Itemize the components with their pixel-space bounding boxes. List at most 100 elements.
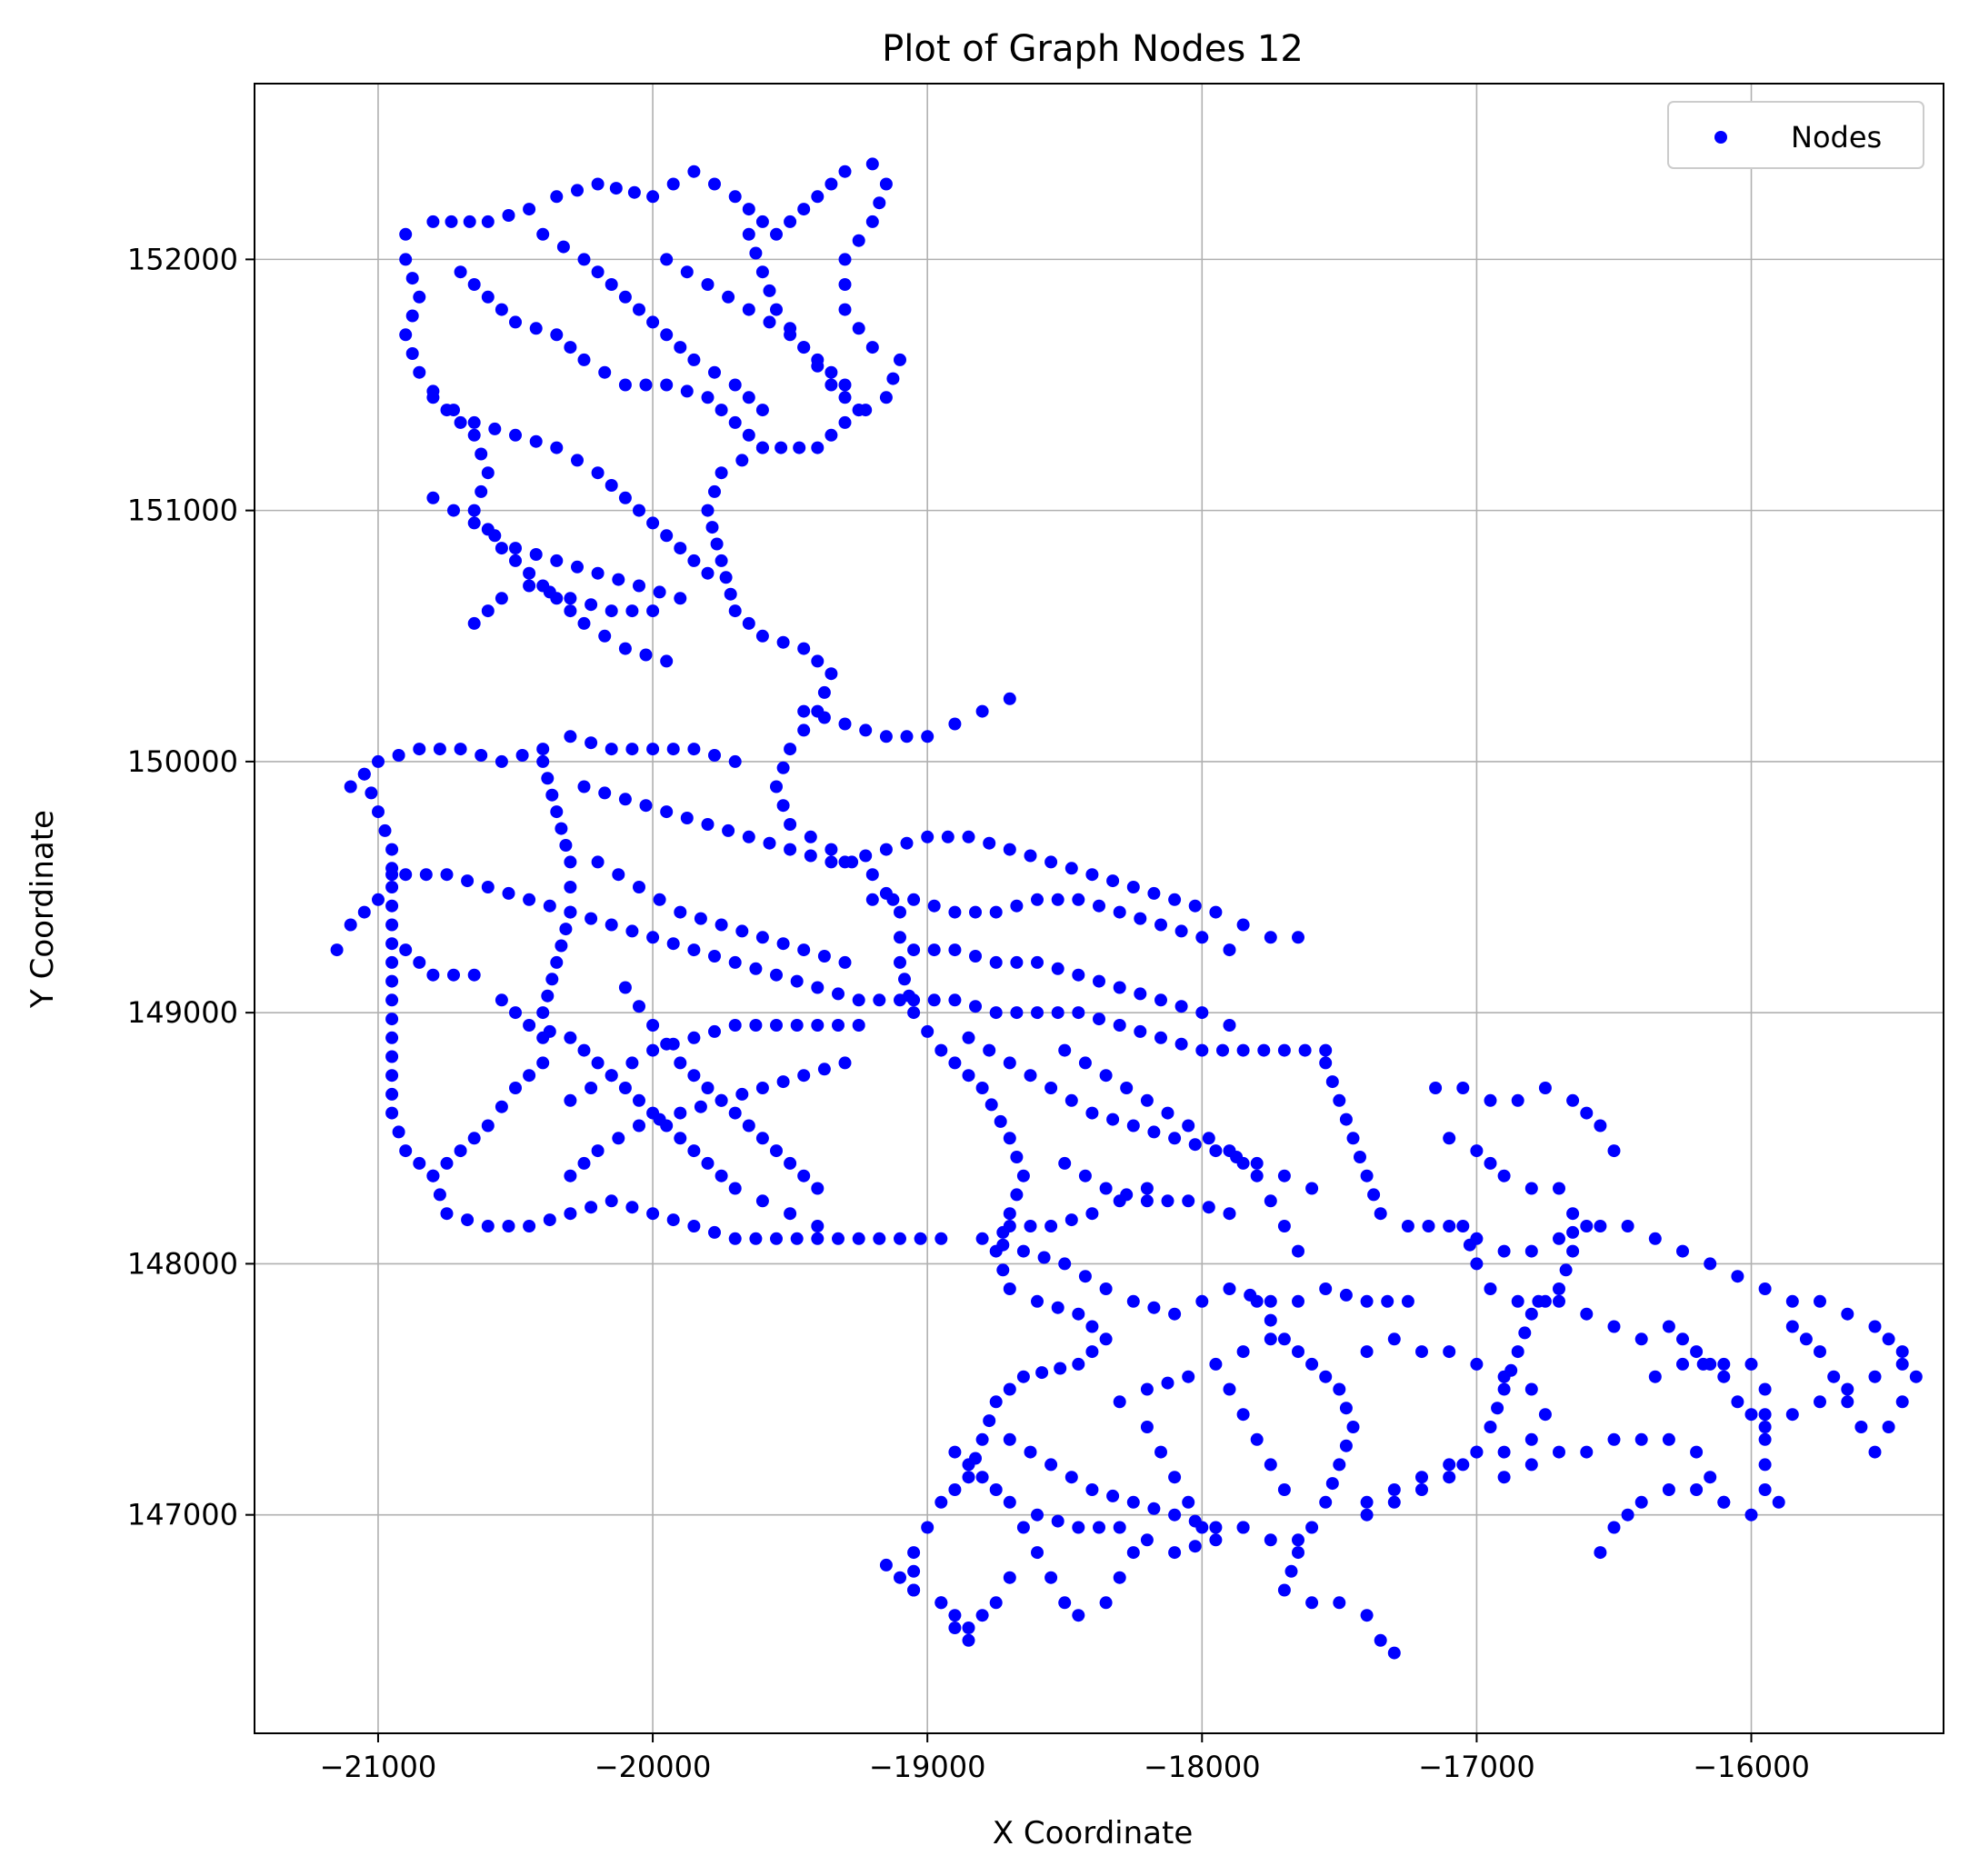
- node-point: [1621, 1220, 1634, 1232]
- node-point: [1277, 1332, 1291, 1346]
- node-point: [894, 955, 906, 969]
- node-point: [1058, 1257, 1072, 1271]
- node-point: [1126, 1119, 1140, 1133]
- node-point: [1497, 1471, 1511, 1484]
- node-point: [1524, 1244, 1538, 1258]
- node-point: [1147, 1301, 1161, 1314]
- node-point: [1868, 1370, 1882, 1383]
- node-point: [838, 415, 852, 429]
- node-point: [1484, 1093, 1497, 1107]
- node-point: [605, 604, 618, 618]
- node-point: [1154, 1031, 1167, 1044]
- node-point: [529, 434, 543, 448]
- node-point: [399, 943, 413, 957]
- node-point: [1024, 1445, 1037, 1459]
- node-point: [900, 836, 914, 850]
- y-tick-label: 151000: [127, 494, 238, 528]
- node-point: [550, 805, 564, 819]
- node-point: [879, 1558, 893, 1572]
- node-point: [1367, 1188, 1381, 1202]
- node-point: [708, 365, 721, 379]
- node-point: [1325, 1477, 1339, 1491]
- node-point: [989, 1483, 1003, 1496]
- node-point: [399, 868, 413, 882]
- node-point: [1147, 1125, 1161, 1139]
- node-point: [598, 365, 612, 379]
- node-point: [715, 466, 728, 480]
- node-point: [591, 265, 605, 279]
- node-point: [1277, 1483, 1291, 1496]
- node-point: [1470, 1144, 1484, 1158]
- node-point: [984, 1098, 998, 1112]
- node-point: [405, 347, 419, 360]
- node-point: [454, 1144, 467, 1158]
- node-point: [1264, 1332, 1277, 1346]
- node-point: [894, 353, 906, 366]
- node-point: [1415, 1471, 1428, 1484]
- node-point: [1031, 955, 1044, 969]
- node-point: [1044, 855, 1058, 869]
- node-point: [797, 1069, 811, 1083]
- node-point: [481, 1119, 495, 1133]
- node-point: [1758, 1282, 1772, 1295]
- node-point: [625, 1201, 639, 1214]
- node-point: [1470, 1357, 1484, 1371]
- node-point: [1580, 1445, 1594, 1459]
- node-point: [571, 560, 584, 574]
- node-point: [1717, 1370, 1731, 1383]
- node-point: [784, 1156, 797, 1170]
- node-point: [481, 290, 495, 304]
- node-point: [426, 968, 440, 982]
- node-point: [1126, 881, 1140, 893]
- node-point: [755, 1132, 769, 1145]
- y-axis-label: Y Coordinate: [25, 810, 61, 1009]
- node-point: [701, 566, 715, 580]
- node-point: [811, 654, 825, 668]
- node-point: [1443, 1220, 1456, 1232]
- node-point: [1704, 1471, 1717, 1484]
- node-point: [545, 973, 559, 986]
- node-point: [1634, 1332, 1648, 1346]
- node-point: [715, 404, 728, 417]
- x-tick-label: −21000: [320, 1750, 437, 1784]
- node-point: [433, 743, 446, 756]
- node-point: [1401, 1294, 1414, 1308]
- node-point: [564, 905, 577, 919]
- node-point: [1223, 1019, 1236, 1032]
- node-point: [1662, 1432, 1675, 1446]
- node-point: [1113, 905, 1126, 919]
- node-point: [1085, 1483, 1099, 1496]
- node-point: [385, 937, 399, 951]
- node-point: [989, 1006, 1003, 1020]
- node-point: [541, 772, 555, 785]
- node-point: [372, 754, 385, 768]
- node-point: [790, 1232, 804, 1245]
- node-point: [784, 818, 797, 831]
- node-point: [1174, 924, 1188, 938]
- node-point: [564, 604, 577, 618]
- node-point: [1484, 1421, 1497, 1433]
- node-point: [948, 905, 962, 919]
- node-point: [523, 1220, 536, 1232]
- node-point: [1003, 1132, 1016, 1145]
- node-point: [1814, 1395, 1826, 1409]
- node-point: [894, 993, 906, 1007]
- node-point: [1236, 1521, 1250, 1534]
- node-point: [708, 950, 721, 963]
- node-point: [564, 592, 577, 605]
- node-point: [1841, 1395, 1854, 1409]
- node-point: [793, 441, 806, 454]
- node-point: [1010, 899, 1024, 913]
- node-point: [687, 943, 701, 957]
- node-point: [467, 504, 481, 517]
- node-point: [536, 1031, 550, 1044]
- node-point: [1785, 1294, 1799, 1308]
- node-point: [378, 823, 392, 837]
- node-point: [728, 1019, 742, 1032]
- node-point: [859, 723, 873, 737]
- node-point: [1292, 1294, 1304, 1308]
- node-point: [385, 955, 399, 969]
- node-point: [1209, 905, 1223, 919]
- node-point: [1182, 1370, 1195, 1383]
- node-point: [1236, 1345, 1250, 1359]
